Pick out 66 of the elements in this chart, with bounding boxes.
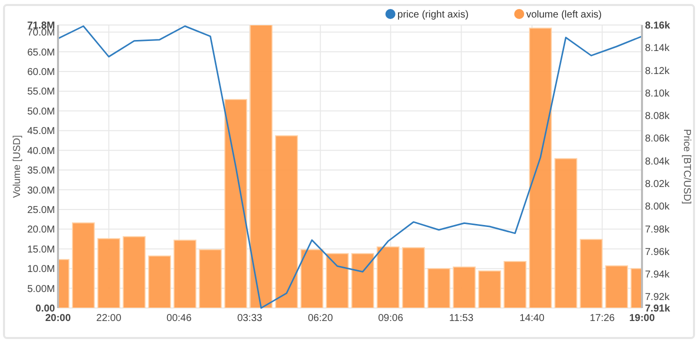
y-tick-label: 65.0M bbox=[27, 47, 55, 58]
x-tick-label: 09:06 bbox=[378, 313, 404, 324]
legend-label: volume (left axis) bbox=[526, 10, 602, 20]
bar bbox=[72, 222, 95, 308]
y-tick-label: 30.0M bbox=[27, 185, 55, 196]
bar bbox=[351, 253, 374, 308]
bar bbox=[326, 253, 349, 308]
line-series bbox=[57, 25, 643, 309]
bar bbox=[529, 28, 552, 308]
y-tick-label: 70.0M bbox=[27, 28, 55, 39]
bar bbox=[402, 247, 425, 308]
y2-tick-label: 8.06k bbox=[645, 134, 670, 145]
bar bbox=[122, 236, 146, 308]
y-tick-label: 50.0M bbox=[27, 106, 55, 118]
bar bbox=[605, 265, 628, 308]
y2-tick-label: 8.00k bbox=[645, 202, 670, 213]
bar bbox=[174, 240, 196, 308]
bar bbox=[97, 238, 120, 308]
y-tick-label: 55.0M bbox=[27, 86, 55, 98]
y-tick-label: 5.00M bbox=[27, 284, 55, 295]
x-tick-label: 14:40 bbox=[519, 313, 545, 324]
y2-tick-label: 8.14k bbox=[645, 43, 670, 54]
y2-tick-label: 8.08k bbox=[645, 111, 670, 122]
legend-label: price (right axis) bbox=[397, 10, 469, 20]
y-tick-label: 25.0M bbox=[27, 204, 55, 216]
bar bbox=[148, 255, 171, 308]
y-tick-label: 40.0M bbox=[27, 146, 55, 157]
y-axis-title: Volume [USD] bbox=[12, 134, 23, 198]
x-tick-label: 03:33 bbox=[237, 313, 263, 324]
bar bbox=[376, 246, 400, 308]
bar bbox=[275, 135, 298, 308]
y-tick-label: 10.0M bbox=[27, 264, 55, 276]
y-tick-label: 60.0M bbox=[27, 67, 55, 78]
bar bbox=[580, 238, 603, 308]
bar bbox=[452, 266, 476, 308]
bar bbox=[478, 270, 502, 308]
bar bbox=[198, 249, 222, 308]
y-tick-label: 35.0M bbox=[27, 166, 55, 177]
x-tick-label: 20:00 bbox=[45, 313, 72, 324]
y-tick-label: 0.00 bbox=[36, 304, 56, 314]
x-tick-label: 17:26 bbox=[590, 313, 616, 324]
y2-tick-label: 8.16k bbox=[645, 20, 670, 32]
y2-tick-label: 7.91k bbox=[645, 304, 670, 314]
y2-tick-label: 8.02k bbox=[645, 178, 670, 190]
y2-axis-title: Price [BTC/USD] bbox=[681, 128, 692, 204]
x-tick-label: 19:00 bbox=[629, 313, 656, 324]
bar bbox=[250, 25, 273, 308]
x-tick-label: 00:46 bbox=[166, 313, 192, 324]
y2-tick-label: 8.12k bbox=[645, 66, 670, 77]
y-tick-label: 15.0M bbox=[27, 244, 55, 256]
y-tick-label: 45.0M bbox=[27, 126, 55, 138]
y2-tick-label: 8.04k bbox=[645, 156, 670, 168]
x-tick-label: 11:53 bbox=[449, 313, 474, 324]
x-tick-label: 22:00 bbox=[96, 313, 122, 324]
y-tick-label: 20.0M bbox=[27, 224, 55, 236]
y2-tick-label: 7.94k bbox=[645, 270, 670, 281]
x-tick-label: 06:20 bbox=[308, 313, 334, 324]
y2-tick-label: 7.96k bbox=[645, 246, 670, 258]
bar bbox=[427, 268, 450, 308]
bar bbox=[224, 98, 248, 308]
y2-tick-label: 7.92k bbox=[645, 292, 670, 304]
bar bbox=[504, 260, 526, 308]
bar bbox=[554, 158, 578, 308]
bar bbox=[300, 249, 324, 308]
y2-tick-label: 8.10k bbox=[645, 88, 670, 100]
y2-tick-label: 7.98k bbox=[645, 224, 670, 236]
